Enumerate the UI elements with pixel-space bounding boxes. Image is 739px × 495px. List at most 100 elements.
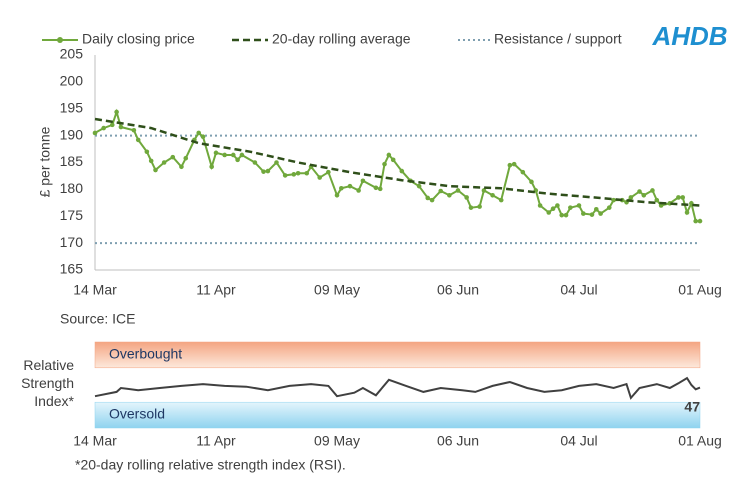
point — [507, 162, 513, 168]
point — [235, 157, 240, 163]
point — [200, 134, 206, 139]
point — [161, 160, 167, 165]
point — [425, 195, 431, 201]
point — [563, 212, 569, 218]
y-tick-label: 170 — [60, 234, 84, 250]
band — [94, 401, 701, 429]
series-line — [94, 108, 700, 223]
point — [680, 195, 686, 200]
point — [546, 210, 552, 215]
point — [693, 218, 698, 224]
point — [144, 149, 150, 155]
point — [490, 192, 495, 198]
point — [581, 211, 586, 216]
x-tick-label: 09 May — [314, 433, 360, 449]
point — [230, 152, 236, 158]
point — [641, 192, 647, 198]
y-tick-label: 175 — [60, 207, 84, 223]
point — [576, 203, 582, 208]
point — [291, 172, 297, 177]
x-tick-label: 11 Apr — [196, 433, 236, 449]
point — [511, 161, 517, 167]
series-line — [94, 117, 701, 207]
y-tick-label: 200 — [60, 73, 84, 89]
point — [213, 150, 219, 156]
point — [390, 157, 396, 163]
point — [520, 169, 526, 175]
point — [611, 197, 616, 203]
point — [148, 158, 154, 164]
point — [304, 170, 310, 176]
y-axis-label: £ per tonne — [37, 126, 53, 197]
band-label: Overbought — [109, 346, 182, 362]
legend-label: 20-day rolling average — [272, 31, 411, 47]
point — [598, 211, 603, 216]
point — [252, 160, 258, 165]
y-tick-label: 190 — [60, 126, 84, 142]
point — [183, 155, 189, 161]
point — [196, 130, 202, 136]
band — [94, 341, 701, 369]
point — [555, 203, 560, 208]
y-tick-label: 185 — [60, 153, 84, 169]
x-tick-label: 01 Aug — [678, 282, 722, 298]
point — [477, 204, 482, 209]
value-label: 47 — [684, 398, 700, 414]
x-tick-label: 06 Jun — [437, 433, 479, 449]
point — [377, 186, 383, 192]
point — [684, 210, 690, 215]
point — [131, 127, 137, 133]
point — [650, 188, 655, 193]
point — [326, 169, 331, 175]
point — [114, 109, 119, 115]
point — [481, 188, 487, 193]
point — [676, 195, 681, 200]
y-tick-label: 165 — [60, 261, 84, 277]
point — [209, 164, 214, 170]
point — [429, 197, 435, 203]
point — [317, 175, 323, 180]
point — [438, 188, 444, 194]
point — [697, 218, 703, 224]
series-line — [94, 376, 701, 400]
point — [360, 178, 366, 184]
x-tick-label: 04 Jul — [560, 433, 597, 449]
point — [447, 192, 452, 198]
point — [593, 206, 599, 212]
point — [239, 152, 245, 158]
x-tick-label: 14 Mar — [73, 282, 117, 298]
point — [222, 152, 227, 158]
y-tick-label: 195 — [60, 99, 84, 115]
source: Source: ICE — [60, 311, 135, 327]
band-label: Oversold — [109, 406, 165, 422]
point — [373, 185, 379, 191]
x-tick-label: 06 Jun — [437, 282, 479, 298]
legend-marker — [57, 37, 63, 43]
footnote: *20-day rolling relative strength index … — [75, 457, 346, 473]
point — [416, 183, 422, 189]
point — [265, 168, 271, 174]
point — [170, 154, 176, 160]
point — [92, 130, 98, 136]
y-tick-label: 205 — [60, 46, 84, 62]
x-tick-label: 14 Mar — [73, 433, 117, 449]
point — [334, 192, 340, 198]
point — [550, 206, 556, 212]
legend-label: Daily closing price — [82, 31, 195, 47]
legend-label: Resistance / support — [494, 31, 622, 47]
x-tick-label: 04 Jul — [560, 282, 597, 298]
x-tick-label: 09 May — [314, 282, 360, 298]
point — [468, 205, 474, 210]
point — [101, 125, 106, 131]
point — [529, 179, 534, 185]
point — [135, 137, 141, 143]
x-tick-label: 01 Aug — [678, 433, 722, 449]
point — [282, 173, 288, 178]
point — [628, 195, 634, 200]
point — [347, 183, 353, 189]
point — [153, 167, 158, 173]
point — [568, 205, 573, 210]
point — [399, 168, 405, 174]
